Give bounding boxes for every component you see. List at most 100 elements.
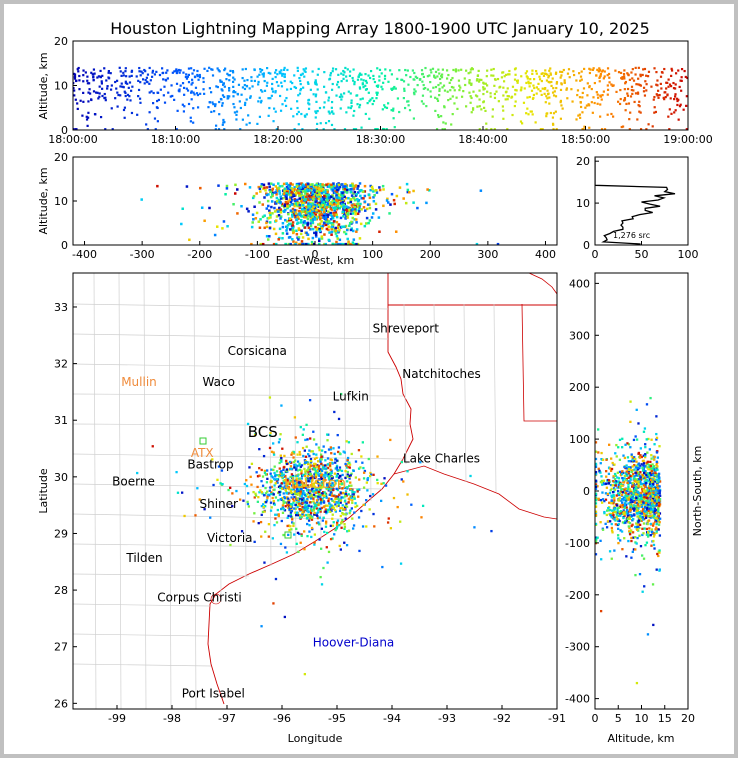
source-point (323, 476, 326, 479)
source-point (298, 481, 301, 484)
source-point (90, 71, 93, 74)
source-point (300, 200, 303, 203)
source-point (335, 467, 338, 470)
source-point (306, 479, 309, 482)
source-point (119, 85, 122, 88)
source-point (637, 422, 640, 425)
source-point (109, 88, 113, 91)
source-point (650, 85, 653, 88)
source-point (344, 242, 348, 245)
source-point (104, 96, 107, 99)
source-point (611, 461, 614, 465)
source-point (312, 490, 315, 493)
source-point (192, 69, 196, 72)
source-point (302, 194, 306, 198)
source-point (332, 214, 336, 218)
source-point (352, 68, 355, 71)
source-point (315, 204, 319, 207)
source-point (366, 203, 370, 206)
source-point (641, 488, 644, 491)
source-point (348, 188, 351, 191)
source-point (422, 102, 425, 105)
source-point (337, 501, 340, 504)
source-point (667, 85, 670, 88)
source-point (353, 190, 357, 194)
source-point (261, 484, 265, 487)
source-point (352, 210, 356, 213)
source-point (651, 510, 654, 514)
source-point (678, 85, 681, 89)
source-point (319, 194, 322, 198)
source-point (469, 71, 472, 74)
source-point (300, 496, 303, 499)
source-point (289, 200, 293, 204)
source-point (606, 520, 610, 523)
source-point (267, 493, 270, 496)
source-point (208, 101, 212, 104)
source-point (258, 474, 261, 477)
source-point (318, 482, 321, 485)
source-point (287, 205, 291, 208)
source-point (614, 474, 618, 478)
source-point (250, 76, 253, 79)
source-point (285, 182, 288, 185)
source-point (346, 68, 349, 71)
source-point (454, 68, 458, 71)
source-point (259, 68, 262, 71)
source-point (191, 72, 194, 75)
source-point (351, 499, 354, 502)
source-point (375, 97, 378, 100)
source-point (496, 77, 500, 81)
source-point (349, 207, 352, 210)
source-point (309, 511, 313, 515)
source-point (310, 518, 314, 521)
source-point (280, 471, 284, 475)
source-point (338, 238, 342, 242)
source-point (281, 504, 285, 507)
source-point (551, 77, 554, 80)
source-point (327, 210, 330, 213)
source-point (310, 474, 313, 478)
source-point (349, 474, 352, 477)
source-point (322, 106, 326, 109)
source-point (414, 75, 417, 78)
source-point (364, 79, 368, 83)
source-point (307, 471, 310, 474)
source-point (364, 112, 367, 116)
source-point (281, 103, 284, 106)
source-point (298, 516, 302, 519)
source-point (627, 472, 630, 475)
source-point (339, 482, 342, 486)
source-point (196, 106, 200, 109)
source-point (148, 66, 151, 70)
source-point (301, 505, 304, 509)
source-point (424, 86, 427, 90)
source-point (265, 84, 269, 87)
source-point (490, 74, 493, 77)
source-point (163, 85, 166, 88)
source-point (328, 195, 332, 198)
source-point (321, 464, 325, 467)
source-point (345, 212, 348, 215)
source-point (642, 430, 646, 433)
source-point (187, 67, 191, 70)
source-point (197, 78, 200, 81)
source-point (308, 468, 311, 471)
source-point (300, 477, 303, 480)
source-point (266, 67, 269, 70)
source-point (433, 74, 436, 77)
source-point (421, 504, 425, 508)
source-point (279, 109, 283, 112)
source-point (653, 480, 657, 483)
source-point (334, 479, 337, 483)
source-point (366, 489, 369, 492)
source-point (325, 203, 329, 207)
source-point (451, 76, 454, 80)
source-point (657, 507, 660, 510)
source-point (326, 190, 329, 194)
source-point (350, 220, 353, 224)
source-point (264, 505, 267, 508)
source-point (621, 437, 624, 440)
source-point (390, 109, 393, 112)
source-point (369, 494, 372, 498)
